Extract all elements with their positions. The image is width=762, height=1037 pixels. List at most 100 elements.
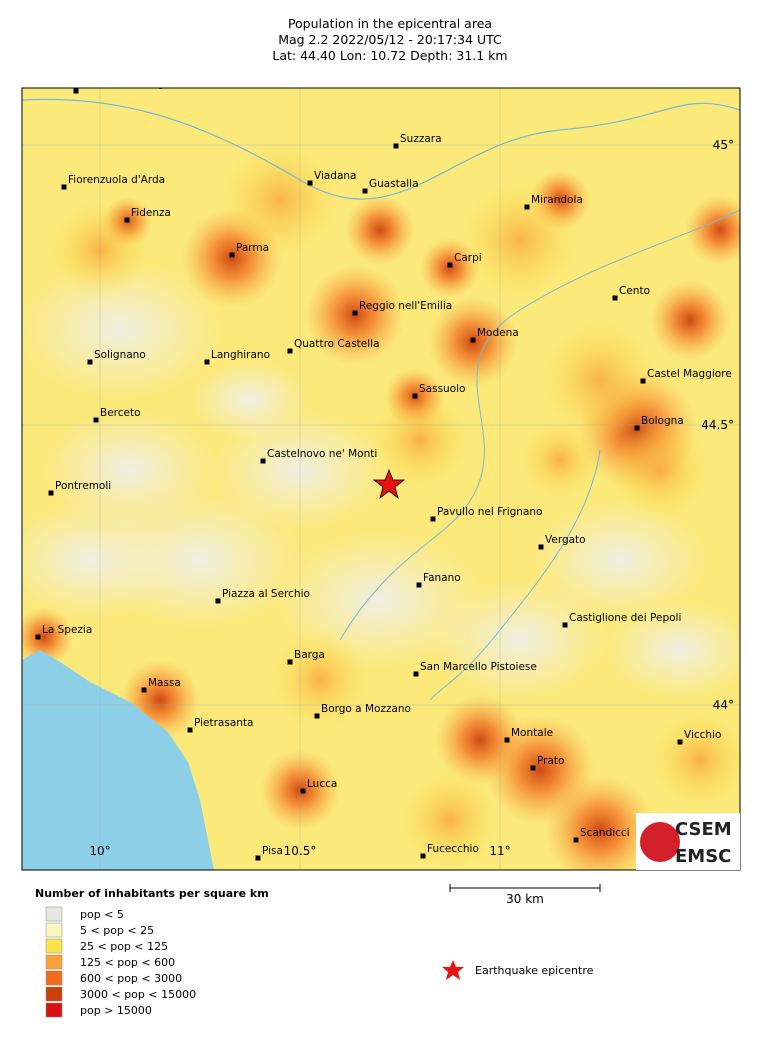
- population-layer: [22, 140, 740, 870]
- city-label: Langhirano: [211, 349, 270, 361]
- city-marker: [215, 598, 221, 604]
- medium-area: [50, 200, 150, 300]
- legend-swatch: [45, 938, 63, 954]
- city-label: Mirandola: [531, 194, 583, 206]
- sea: [22, 650, 214, 870]
- logo-text: CSEM: [675, 819, 732, 840]
- city-label: Fiorenzuola d'Arda: [68, 174, 165, 186]
- city-marker: [677, 739, 683, 745]
- legend-swatch: [45, 954, 63, 970]
- medium-area: [650, 710, 740, 810]
- legend-label: pop < 5: [80, 908, 124, 921]
- epicentre-legend-label: Earthquake epicentre: [475, 964, 594, 977]
- city-marker: [612, 295, 618, 301]
- map-frame: [21, 87, 741, 871]
- sparse-area: [22, 500, 180, 620]
- dense-area: [650, 280, 730, 360]
- city-marker: [530, 765, 536, 771]
- sparse-area: [530, 500, 710, 620]
- city-marker: [504, 737, 510, 743]
- dense-area: [260, 750, 340, 830]
- city-label: Borgo a Mozzano: [321, 703, 411, 715]
- medium-area: [400, 770, 500, 870]
- lon-label: 10.5°: [284, 844, 317, 858]
- city-label: Lucca: [307, 778, 337, 790]
- city-marker: [412, 393, 418, 399]
- city-label: La Spezia: [42, 624, 92, 636]
- legend-label: 125 < pop < 600: [80, 956, 175, 969]
- sparse-area: [430, 580, 610, 700]
- city-label: Vicchio: [684, 729, 721, 741]
- city-label: Fucecchio: [427, 843, 479, 855]
- lon-label: 10°: [89, 844, 110, 858]
- epicentre-legend-star: [442, 960, 464, 980]
- cities: Monticelli d'Ongina Suzzara Viadana Guastal…: [35, 78, 732, 861]
- city-marker: [35, 634, 41, 640]
- lat-label: 44.5°: [701, 418, 734, 432]
- city-marker: [204, 359, 210, 365]
- city-label: Scandicci: [580, 827, 630, 839]
- legend-swatch: [45, 906, 63, 922]
- city-label: Castiglione dei Pepoli: [569, 612, 681, 624]
- city-marker: [430, 516, 436, 522]
- city-marker: [300, 788, 306, 794]
- city-label: Barga: [294, 649, 325, 661]
- sparse-area: [210, 410, 390, 530]
- city-marker: [352, 310, 358, 316]
- city-label: Solignano: [94, 349, 146, 361]
- city-marker: [87, 359, 93, 365]
- city-label: Carpi: [454, 252, 482, 264]
- city-label: Quattro Castella: [294, 338, 380, 350]
- city-label: Fidenza: [131, 207, 171, 219]
- city-marker: [255, 855, 261, 861]
- city-marker: [416, 582, 422, 588]
- legend-label: pop > 15000: [80, 1004, 152, 1017]
- medium-area: [370, 390, 470, 490]
- legend-swatch: [45, 970, 63, 986]
- city-label: Castelnovo ne' Monti: [267, 448, 377, 460]
- medium-area: [270, 630, 370, 730]
- city-label: Monticelli d'Ongina: [80, 78, 181, 90]
- city-marker: [93, 417, 99, 423]
- city-marker: [562, 622, 568, 628]
- city-marker: [640, 378, 646, 384]
- lat-label: 44°: [713, 698, 734, 712]
- epicentre-star: [372, 468, 406, 500]
- river: [22, 98, 740, 200]
- city-label: Berceto: [100, 407, 141, 419]
- city-label: San Marcello Pistoiese: [420, 661, 537, 673]
- legend-title: Number of inhabitants per square km: [35, 887, 269, 900]
- river: [339, 209, 740, 641]
- city-marker: [470, 337, 476, 343]
- city-label: Cento: [619, 285, 650, 297]
- sparse-area: [22, 260, 225, 400]
- legend-label: 600 < pop < 3000: [80, 972, 182, 985]
- city-marker: [447, 262, 453, 268]
- sparse-area: [605, 600, 740, 700]
- city-marker: [260, 458, 266, 464]
- title: Population in the epicentral area: [288, 16, 492, 31]
- graticule: 45° 44.5° 44° 10° 10.5° 11°: [22, 88, 740, 870]
- city-marker: [393, 143, 399, 149]
- city-label: Castel Maggiore: [647, 368, 732, 380]
- city-label: Massa: [148, 677, 181, 689]
- medium-area: [610, 420, 710, 520]
- legend: pop < 5 5 < pop < 25 25 < pop < 125 125 < p…: [45, 906, 196, 1018]
- city-marker: [307, 180, 313, 186]
- city-marker: [287, 348, 293, 354]
- city-marker: [573, 837, 579, 843]
- city-marker: [61, 184, 67, 190]
- medium-area: [520, 420, 600, 500]
- legend-swatch: [45, 986, 63, 1002]
- city-marker: [524, 204, 530, 210]
- city-label: Vergato: [545, 534, 586, 546]
- city-label: Parma: [236, 242, 269, 254]
- scale-label: 30 km: [506, 892, 544, 906]
- city-marker: [187, 727, 193, 733]
- sparse-area: [190, 360, 310, 440]
- city-marker: [634, 425, 640, 431]
- city-label: Guastalla: [369, 178, 419, 190]
- city-marker: [141, 687, 147, 693]
- city-label: Pavullo nel Frignano: [437, 506, 542, 518]
- city-marker: [362, 188, 368, 194]
